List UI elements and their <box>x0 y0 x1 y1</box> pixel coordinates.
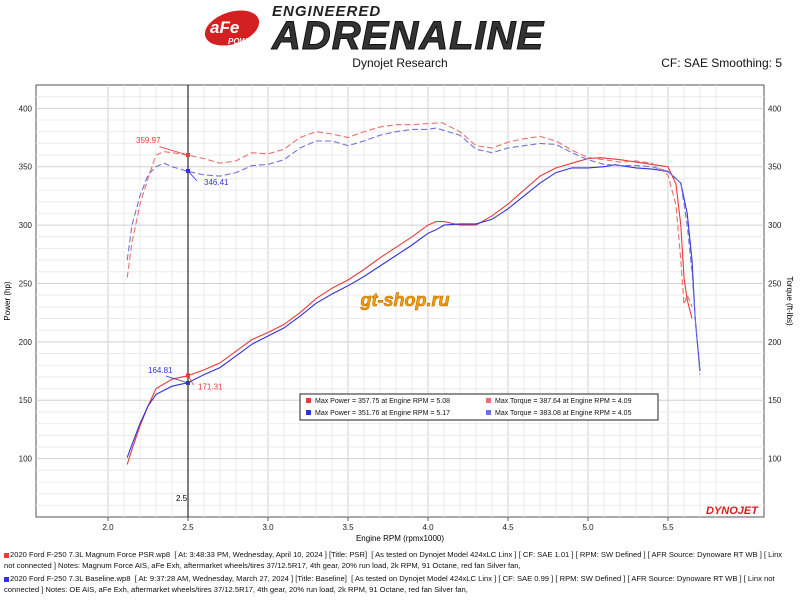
legend-swatch <box>306 398 311 403</box>
y-left-tick-label: 350 <box>19 163 33 172</box>
annotation-marker <box>186 373 190 378</box>
annotation-leader <box>165 375 189 384</box>
grid-lines <box>36 85 764 517</box>
x-tick-label: 3.5 <box>342 523 354 532</box>
afe-logo-subtext: POWER <box>228 37 258 46</box>
legend-box <box>299 393 659 421</box>
annotation-label: 171.31 <box>198 382 223 391</box>
annotation-marker <box>186 153 190 158</box>
brand-tagline-main: ADRENALINE <box>271 14 545 58</box>
y-right-tick-label: 300 <box>768 221 782 230</box>
run-note-1-text: 2020 Ford F-250 7.3L Magnum Force PSR.wp… <box>4 550 785 570</box>
watermark: gt-shop.ru <box>360 290 450 310</box>
series-line-4 <box>126 127 701 375</box>
legend-swatch <box>306 410 311 415</box>
legend-entry: Max Power = 351.76 at Engine RPM = 5.17 <box>315 410 450 417</box>
annotation-marker <box>186 380 190 385</box>
annotation-label: 359.97 <box>136 136 161 145</box>
brand-tagline-top: ENGINEERED <box>272 3 382 20</box>
y-right-tick-label: 100 <box>768 455 782 464</box>
y-left-tick-label: 250 <box>19 279 33 288</box>
y-right-tick-label: 200 <box>768 338 782 347</box>
legend: Max Power = 357.75 at Engine RPM = 5.08 M… <box>299 393 659 421</box>
dyno-chart: 2.0 2.5 3.0 3.5 4.0 4.5 5.0 5.5 100 100 150 150 200 2… <box>3 84 794 543</box>
y-left-tick-label: 300 <box>19 221 33 230</box>
x-tick-label: 2.0 <box>102 523 114 532</box>
axes: 2.0 2.5 3.0 3.5 4.0 4.5 5.0 5.5 100 100 150 150 200 2… <box>19 104 782 532</box>
annotation-label: 164.81 <box>148 366 173 375</box>
annotation-marker <box>186 168 190 173</box>
legend-swatch <box>486 398 491 403</box>
correction-factor-text: CF: SAE Smoothing: 5 <box>661 56 782 70</box>
dynojet-logo: DYNOJET <box>706 505 759 517</box>
x-tick-label: 5.0 <box>582 523 594 532</box>
legend-swatch <box>486 410 491 415</box>
annotation-label: 346.41 <box>204 178 229 187</box>
y-left-tick-label: 200 <box>19 338 33 347</box>
series-line-1 <box>126 157 693 465</box>
y-axis-label-right: Torque (ft-lbs) <box>785 276 794 326</box>
afe-logo-text: aFe <box>210 18 239 37</box>
x-tick-label: 2.5 <box>182 523 194 532</box>
y-right-tick-label: 250 <box>768 279 782 288</box>
y-left-tick-label: 100 <box>19 455 33 464</box>
y-right-tick-label: 400 <box>768 104 782 113</box>
y-right-tick-label: 150 <box>768 396 782 405</box>
x-tick-label: 3.0 <box>262 523 274 532</box>
run1-color-icon <box>4 552 9 558</box>
y-left-tick-label: 400 <box>19 104 33 113</box>
run-note-1: 2020 Ford F-250 7.3L Magnum Force PSR.wp… <box>4 549 794 571</box>
series-layer <box>126 122 701 465</box>
x-tick-label: 4.5 <box>502 523 514 532</box>
series-line-2 <box>126 164 701 458</box>
y-left-tick-label: 150 <box>19 396 33 405</box>
run-note-2: 2020 Ford F-250 7.3L Baseline.wp8 [ At: … <box>4 573 794 595</box>
legend-entry: Max Power = 357.75 at Engine RPM = 5.08 <box>315 398 450 405</box>
legend-entry: Max Torque = 387.64 at Engine RPM = 4.09 <box>495 398 632 405</box>
x-tick-label: 5.5 <box>662 523 674 532</box>
afe-power-logo: aFe POWER <box>202 4 266 48</box>
y-axis-label-left: Power (hp) <box>3 281 12 320</box>
run2-color-icon <box>4 576 9 582</box>
chart-subtitle: Dynojet Research <box>352 56 448 70</box>
run-note-2-text: 2020 Ford F-250 7.3L Baseline.wp8 [ At: … <box>4 574 777 594</box>
x-tick-label: 4.0 <box>422 523 434 532</box>
y-right-tick-label: 350 <box>768 163 782 172</box>
annotations-layer: 359.97 346.41 164.81 171.31 <box>136 136 229 391</box>
plot-area <box>35 84 765 518</box>
x-axis-label: Engine RPM (rpmx1000) <box>356 534 444 543</box>
series-line-3 <box>126 122 693 308</box>
annotation-leader <box>159 146 189 156</box>
cursor-label: 2.5 <box>176 494 188 503</box>
legend-entry: Max Torque = 383.08 at Engine RPM = 4.05 <box>495 410 632 417</box>
